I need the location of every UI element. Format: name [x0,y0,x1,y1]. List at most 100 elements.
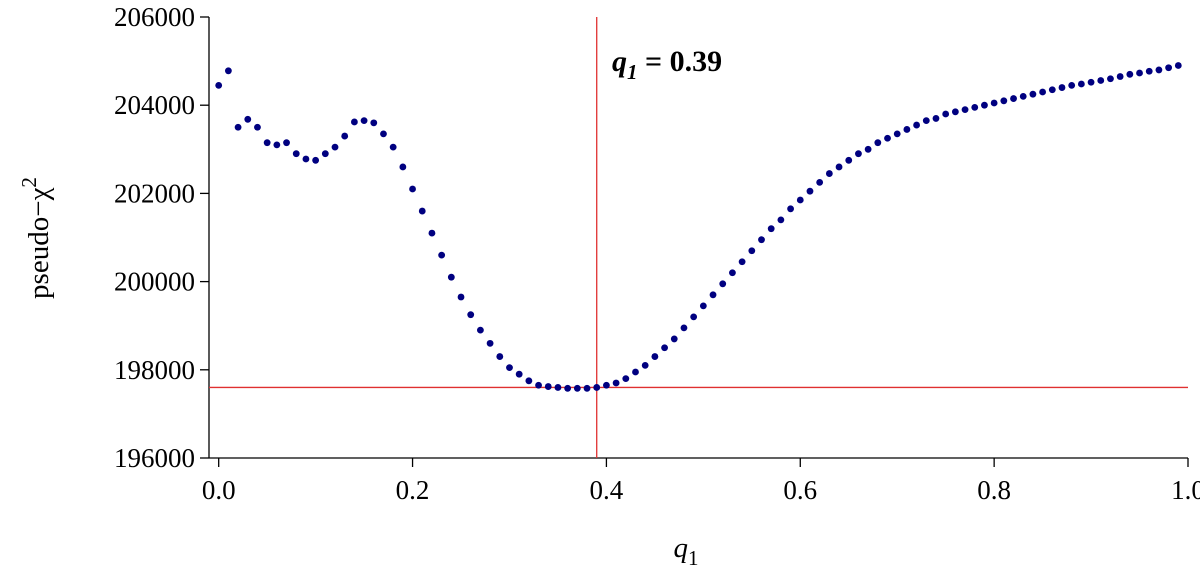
data-point [564,384,572,392]
data-point [1048,86,1056,94]
x-tick-label: 0.4 [590,475,624,505]
data-point [932,115,940,122]
data-point [360,117,368,125]
data-point [331,143,339,151]
data-point [486,339,494,347]
data-point [535,381,542,389]
y-tick-label: 196000 [114,443,195,473]
data-point [1039,88,1047,96]
x-tick-label: 0.0 [202,475,236,505]
data-point [913,121,920,129]
data-point [234,123,242,131]
data-point [1155,66,1163,74]
data-point [835,163,843,171]
data-point [399,163,407,171]
data-point [292,150,300,158]
y-tick-label: 202000 [114,178,195,208]
data-point [690,313,698,321]
y-tick-label: 206000 [114,2,195,32]
data-point [767,225,775,233]
data-point [1068,81,1076,89]
data-point [477,326,484,334]
data-point [583,384,591,392]
data-point [1107,75,1114,83]
x-tick-label: 0.8 [977,475,1011,505]
data-point [632,368,639,376]
data-point [612,379,620,387]
data-point [302,155,310,163]
data-point [1000,97,1008,105]
data-point [1077,80,1085,88]
data-point [1087,78,1095,86]
data-point [428,229,436,237]
data-point [544,383,552,390]
data-point [738,258,746,266]
data-point [554,384,562,391]
data-point [1058,84,1066,91]
data-point [438,251,446,259]
data-point [1010,95,1017,102]
data-points [215,62,1182,392]
data-point [409,185,416,193]
y-axis-title: pseudo−χ2 [17,177,55,299]
data-point [418,207,426,215]
data-point [942,110,950,118]
data-point [758,236,765,244]
x-axis-title: q1 [674,532,699,570]
data-point [263,139,271,147]
data-point [1126,70,1134,78]
data-point [1165,64,1173,72]
data-point [981,101,988,109]
data-point [971,104,979,111]
data-point [506,364,513,371]
data-point [224,67,232,75]
data-point [244,115,252,123]
data-point [729,269,736,277]
data-point [1116,73,1124,80]
data-point [573,384,581,392]
data-point [651,353,659,360]
data-point [816,178,824,186]
data-point [1174,62,1182,69]
data-point [922,117,930,125]
data-point [893,130,901,138]
data-point [990,99,998,107]
data-point [796,196,804,204]
data-point [254,123,261,131]
data-point [709,291,717,299]
y-tick-label: 204000 [114,90,195,120]
x-tick-label: 1.0 [1171,475,1200,505]
data-point [1019,92,1027,100]
data-point [603,381,610,389]
data-point [855,150,862,158]
data-point [951,108,959,116]
data-point [370,119,378,127]
y-tick-label: 200000 [114,267,195,297]
data-point [845,156,853,164]
data-point [864,145,872,153]
data-point [670,335,678,343]
y-tick-label: 198000 [114,355,195,385]
data-point [593,384,601,391]
data-point [525,377,533,385]
x-tick-label: 0.2 [396,475,430,505]
data-point [806,187,814,195]
data-point [321,150,329,158]
data-point [350,118,358,126]
data-point [457,293,465,301]
x-tick-label: 0.6 [783,475,817,505]
data-point [661,344,668,352]
reference-lines [209,17,1188,458]
data-point [341,132,349,140]
data-point [680,324,688,332]
data-point [961,106,969,114]
data-point [719,280,727,288]
data-point [215,81,223,89]
data-point [380,130,387,138]
y-axis: 196000 198000 200000 202000 204000 206000 [114,2,210,473]
data-point [903,126,911,133]
data-point [1145,67,1153,75]
data-point [825,170,833,177]
data-point [1029,90,1037,98]
